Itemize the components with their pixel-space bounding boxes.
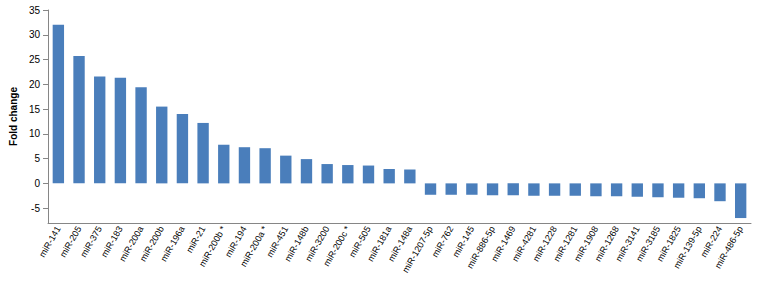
svg-text:miR-3200: miR-3200 xyxy=(303,224,332,264)
svg-text:miR-148b: miR-148b xyxy=(282,224,311,264)
svg-text:miR-21: miR-21 xyxy=(184,224,208,255)
svg-text:miR-200b: miR-200b xyxy=(137,224,167,264)
svg-text:miR-3141: miR-3141 xyxy=(613,224,642,264)
svg-text:30: 30 xyxy=(29,29,41,40)
svg-text:miR-196a: miR-196a xyxy=(159,224,187,263)
svg-text:Fold change: Fold change xyxy=(8,87,19,146)
svg-text:miR-3185: miR-3185 xyxy=(634,224,663,264)
svg-text:miR-1825: miR-1825 xyxy=(654,224,683,264)
svg-text:miR-1908: miR-1908 xyxy=(572,224,601,264)
svg-text:miR-181a: miR-181a xyxy=(365,224,394,264)
svg-text:miR-139-5p: miR-139-5p xyxy=(672,224,704,270)
svg-text:miR-1469: miR-1469 xyxy=(489,224,518,264)
svg-text:25: 25 xyxy=(29,54,41,65)
svg-text:-5: -5 xyxy=(31,203,40,214)
svg-text:miR-1268: miR-1268 xyxy=(592,224,621,264)
svg-text:5: 5 xyxy=(34,153,40,164)
svg-text:miR-1228: miR-1228 xyxy=(530,224,559,264)
svg-text:35: 35 xyxy=(29,5,41,16)
svg-text:miR-200a: miR-200a xyxy=(117,224,146,264)
svg-text:miR-486-5p: miR-486-5p xyxy=(713,224,745,270)
svg-text:miR-224: miR-224 xyxy=(698,224,725,259)
svg-text:miR-205: miR-205 xyxy=(57,224,84,259)
svg-text:miR-200a *: miR-200a * xyxy=(238,224,269,268)
svg-text:miR-148a: miR-148a xyxy=(386,224,415,264)
svg-text:miR-451: miR-451 xyxy=(264,224,291,259)
svg-text:miR-762: miR-762 xyxy=(429,224,456,259)
svg-text:miR-141: miR-141 xyxy=(37,224,63,259)
svg-text:miR-1207-5p: miR-1207-5p xyxy=(400,224,435,274)
svg-text:miR-183: miR-183 xyxy=(99,224,125,259)
svg-text:miR-194: miR-194 xyxy=(223,224,249,259)
svg-text:miR-375: miR-375 xyxy=(78,224,104,259)
svg-text:miR-886-5p: miR-886-5p xyxy=(465,224,497,270)
svg-text:miR-505: miR-505 xyxy=(347,224,373,259)
svg-text:0: 0 xyxy=(34,178,40,189)
svg-text:miR-1281: miR-1281 xyxy=(551,224,580,264)
svg-text:15: 15 xyxy=(29,104,41,115)
svg-text:miR-200b *: miR-200b * xyxy=(197,224,228,268)
svg-text:10: 10 xyxy=(29,128,41,139)
svg-text:miR-200c *: miR-200c * xyxy=(321,224,352,268)
svg-text:20: 20 xyxy=(29,79,41,90)
svg-text:miR-4281: miR-4281 xyxy=(510,224,539,264)
svg-text:miR-145: miR-145 xyxy=(450,224,477,259)
